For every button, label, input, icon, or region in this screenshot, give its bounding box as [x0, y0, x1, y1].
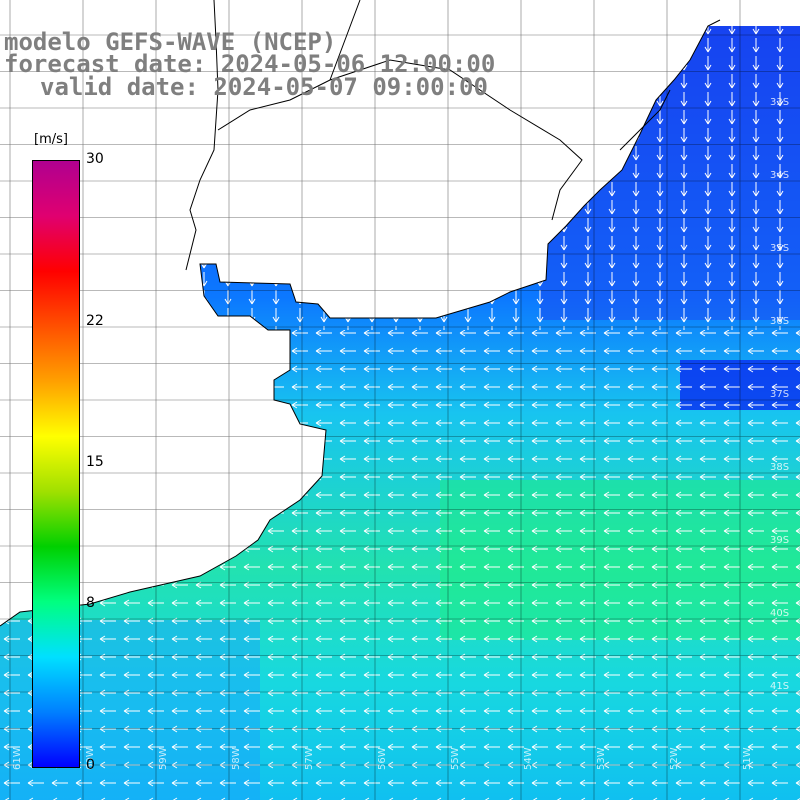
latitude-label: 36S: [770, 316, 789, 327]
latitude-label: 34S: [770, 170, 789, 181]
coastline: [0, 0, 721, 627]
title-forecast-date: forecast date: 2024-05-06 12:00:00: [4, 50, 496, 78]
longitude-label: 53W: [596, 747, 607, 770]
latitude-label: 39S: [770, 535, 789, 546]
colorbar-tick-label: 30: [86, 151, 104, 167]
longitude-label: 55W: [450, 747, 461, 770]
title-valid-date: valid date: 2024-05-07 09:00:00: [40, 73, 488, 101]
longitude-label: 59W: [158, 747, 169, 770]
colorbar-units: [m/s]: [34, 132, 68, 147]
colorbar-tick-label: 15: [86, 454, 104, 470]
colorbar-tick-label: 8: [86, 595, 95, 612]
longitude-label: 60W: [85, 747, 96, 770]
longitude-label: 51W: [742, 747, 753, 770]
latitude-label: 41S: [770, 681, 789, 692]
latitude-label: 35S: [770, 243, 789, 254]
longitude-label: 61W: [12, 747, 23, 770]
longitude-label: 56W: [377, 747, 388, 770]
latitude-label: 33S: [770, 97, 789, 108]
longitude-label: 57W: [304, 747, 315, 770]
latitude-labels: 33S 34S 35S 36S 37S 38S 39S 40S 41S: [770, 97, 789, 692]
colorbar: [32, 160, 80, 768]
longitude-labels: 61W 60W 59W 58W 57W 56W 55W 54W 53W 52W 51W: [12, 747, 753, 770]
latitude-label: 37S: [770, 389, 789, 400]
longitude-label: 52W: [669, 747, 680, 770]
colorbar-tick-label: 22: [86, 312, 104, 329]
title-model: modelo GEFS-WAVE (NCEP): [4, 28, 337, 56]
longitude-label: 58W: [231, 747, 242, 770]
longitude-label: 54W: [523, 747, 534, 770]
latitude-label: 40S: [770, 608, 789, 619]
latitude-label: 38S: [770, 462, 789, 473]
colorbar-tick-label: 0: [86, 757, 95, 773]
